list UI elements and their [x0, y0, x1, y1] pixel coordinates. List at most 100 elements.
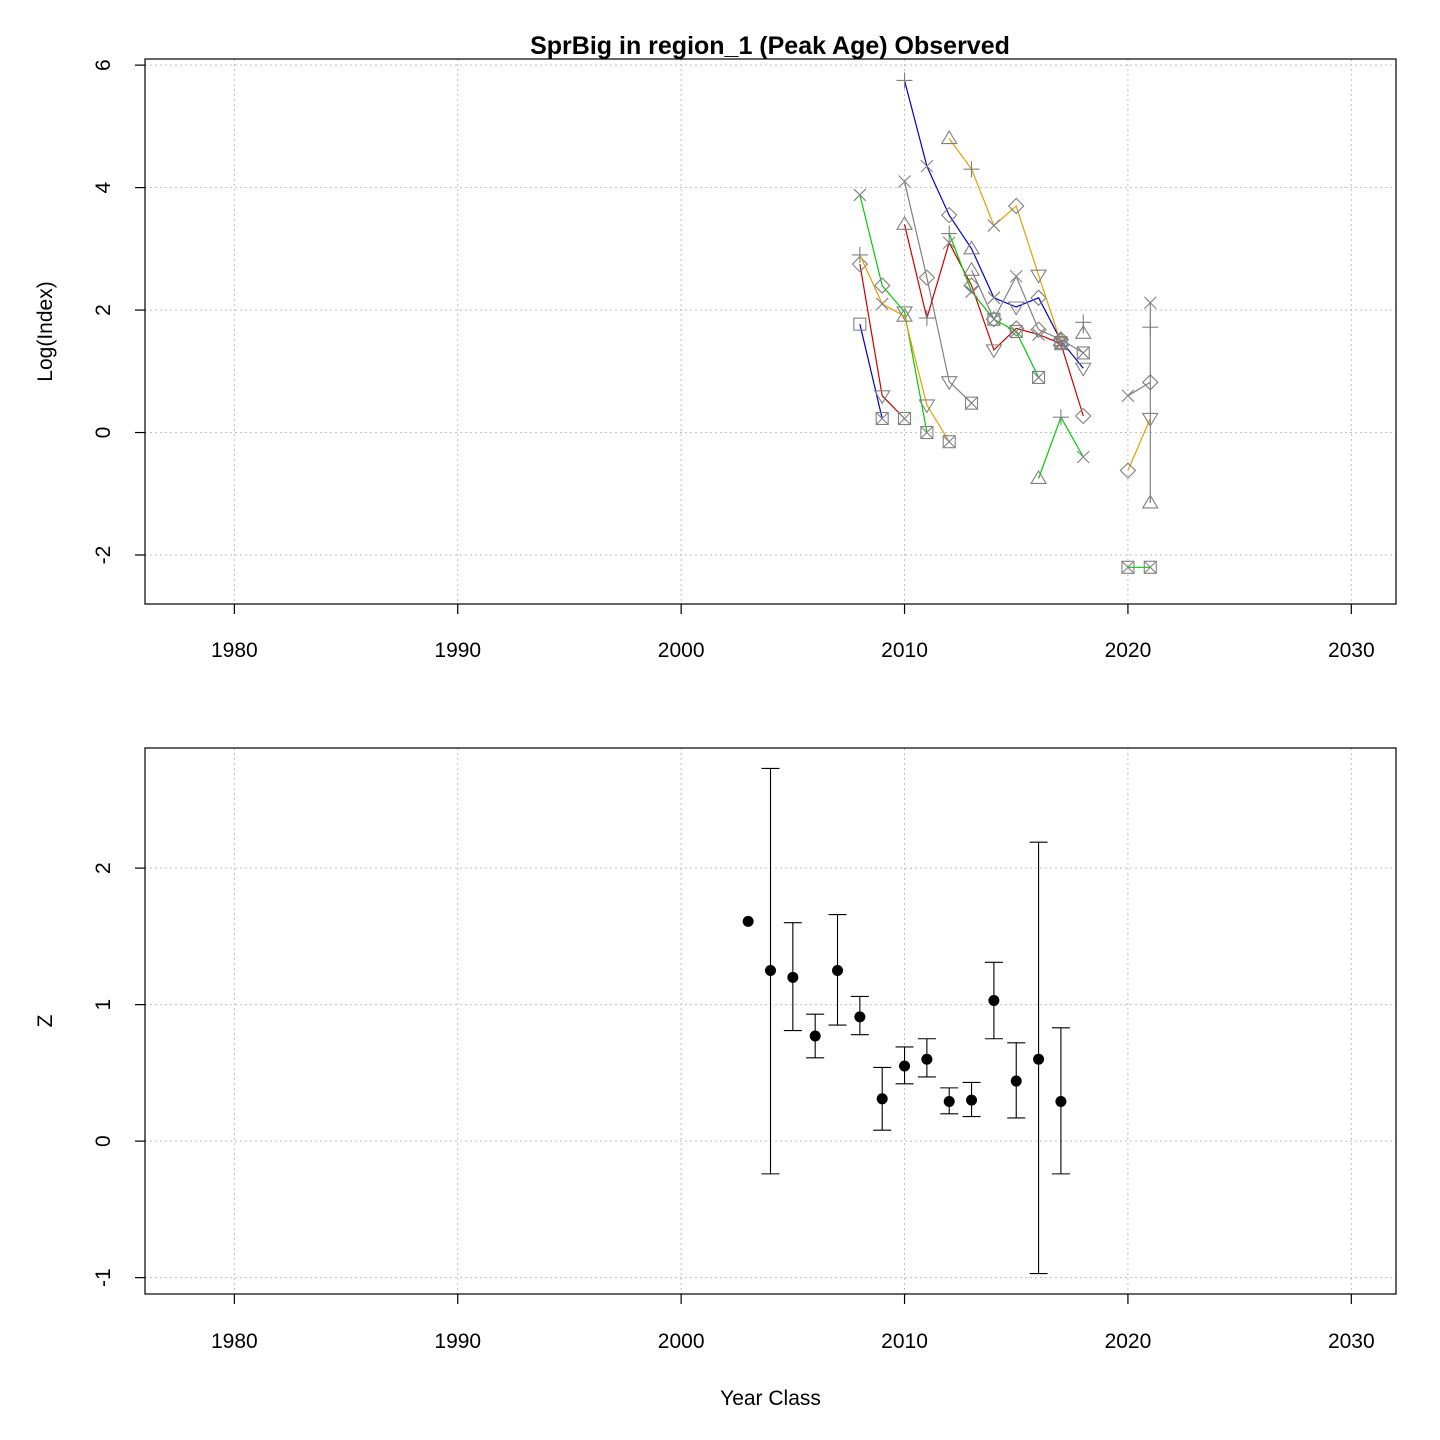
- x-tick-label: 2010: [881, 1330, 928, 1353]
- data-point: [988, 995, 1000, 1007]
- data-point: [1052, 409, 1069, 426]
- x-tick-label: 2000: [658, 639, 705, 662]
- z-estimate: [962, 1081, 981, 1118]
- z-estimate: [1051, 1027, 1070, 1175]
- y-tick-label: 0: [92, 1135, 115, 1147]
- data-point: [1055, 1096, 1067, 1108]
- data-point: [918, 399, 936, 414]
- data-point: [851, 246, 868, 263]
- series-line: [948, 233, 1040, 378]
- data-point: [941, 225, 958, 242]
- data-point: [1076, 346, 1090, 360]
- series-line: [859, 254, 950, 443]
- data-point: [1032, 370, 1046, 384]
- series: [851, 255, 912, 426]
- z-estimate: [806, 1013, 825, 1059]
- z-estimate: [940, 1087, 959, 1115]
- data-point: [940, 376, 958, 391]
- data-point: [940, 130, 958, 145]
- y-tick-label: 2: [92, 862, 115, 874]
- data-point: [1009, 324, 1023, 339]
- data-point: [1007, 301, 1025, 316]
- data-point: [1030, 321, 1047, 338]
- x-tick-label: 2030: [1328, 1330, 1375, 1353]
- data-point: [1119, 462, 1137, 479]
- data-point: [742, 915, 754, 927]
- bottom-panel: 1980 1990 2000 2010 2020 2030 -1 0 1 2 Z Year Class: [34, 747, 1397, 1410]
- x-tick-label: 1980: [211, 639, 258, 662]
- data-point: [1074, 324, 1092, 339]
- data-point: [851, 255, 869, 273]
- data-point: [985, 310, 1003, 328]
- x-tick-label: 2020: [1105, 1330, 1152, 1353]
- data-point: [1030, 289, 1047, 307]
- data-point: [896, 307, 914, 322]
- data-point: [1121, 560, 1135, 574]
- series-line: [903, 181, 973, 404]
- data-point: [1030, 269, 1048, 284]
- y-axis-title: Z: [34, 1014, 57, 1027]
- data-point: [963, 161, 980, 178]
- data-point: [853, 317, 867, 331]
- z-estimate: [873, 1066, 892, 1131]
- data-point: [832, 964, 844, 976]
- data-point: [987, 219, 1001, 232]
- y-tick-label: 2: [92, 304, 115, 316]
- data-point: [918, 310, 935, 327]
- data-point: [896, 215, 914, 230]
- z-estimate: [895, 1046, 914, 1085]
- z-estimate: [984, 961, 1003, 1040]
- data-point: [896, 72, 913, 89]
- data-point: [1143, 296, 1157, 310]
- data-point: [940, 206, 958, 224]
- x-axis-title: Year Class: [720, 1387, 821, 1410]
- y-tick-label: 1: [92, 999, 115, 1011]
- y-axis-title: Log(Index): [34, 281, 57, 381]
- data-point: [985, 344, 1003, 359]
- data-point: [1076, 450, 1090, 464]
- data-point: [899, 1060, 911, 1072]
- data-point: [963, 240, 981, 255]
- series-line: [1038, 415, 1084, 479]
- data-point: [1033, 1053, 1045, 1065]
- z-estimate: [1029, 841, 1048, 1275]
- data-point: [987, 291, 1001, 305]
- data-point: [921, 1053, 933, 1065]
- x-tick-label: 1990: [434, 1330, 481, 1353]
- series-line: [971, 270, 1084, 354]
- series: [851, 246, 956, 449]
- z-estimate: [1007, 1042, 1026, 1119]
- data-point: [920, 159, 934, 173]
- data-point: [875, 411, 889, 426]
- series: [941, 225, 1046, 384]
- z-estimate: [783, 922, 802, 1032]
- data-point: [896, 306, 914, 321]
- data-point: [897, 411, 912, 426]
- data-point: [963, 277, 980, 294]
- x-tick-label: 2020: [1105, 639, 1152, 662]
- data-point: [809, 1030, 821, 1042]
- series-line: [859, 324, 883, 419]
- data-point: [942, 236, 956, 250]
- data-point: [1010, 1075, 1022, 1087]
- data-point: [943, 1096, 955, 1108]
- data-point: [965, 396, 979, 410]
- chart-title: SprBig in region_1 (Peak Age) Observed: [530, 32, 1010, 60]
- data-point: [965, 285, 978, 299]
- series-line: [1127, 418, 1151, 471]
- y-tick-label: 6: [92, 59, 115, 71]
- x-tick-label: 1980: [211, 1330, 258, 1353]
- data-point: [1032, 328, 1045, 341]
- plot-frame: [144, 747, 1397, 1295]
- data-point: [1030, 469, 1048, 485]
- series: [1074, 314, 1092, 339]
- top-panel: 1980 1990 2000 2010 2020 2030 -2 0 2 4 6 Log(Index)…: [34, 32, 1397, 662]
- series-line: [903, 224, 1084, 417]
- data-point: [1009, 269, 1023, 283]
- data-point: [1121, 389, 1135, 403]
- z-estimate: [742, 915, 754, 927]
- data-point: [966, 1094, 978, 1106]
- data-point: [1141, 494, 1159, 509]
- y-tick-label: -1: [92, 1268, 115, 1287]
